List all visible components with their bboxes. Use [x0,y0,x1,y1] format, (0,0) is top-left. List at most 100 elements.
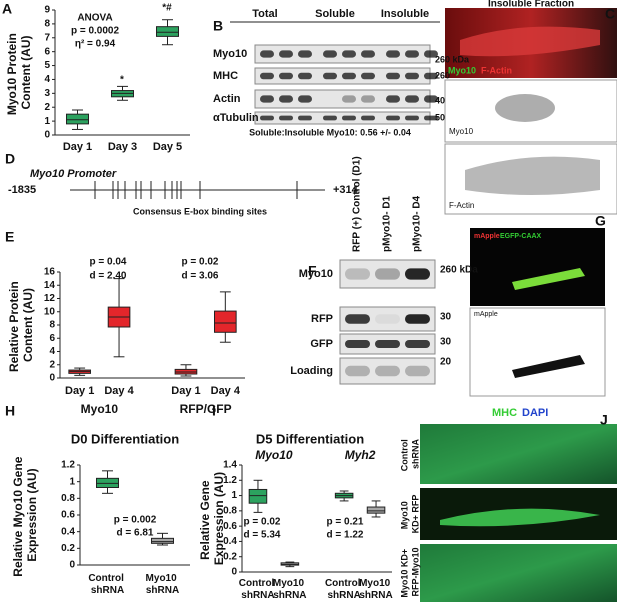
y-tick-label: 0.4 [223,536,237,547]
y-tick-label: 0.4 [61,526,75,537]
y-tick-label: 10 [44,306,56,317]
blot-band [298,95,312,103]
y-tick-label: 0 [231,567,237,578]
text-line: Content (AU) [21,288,35,362]
marker-label: 50 [435,112,445,122]
blot-band [323,50,337,58]
blot-band [279,95,293,103]
x-tick-label: Myo10 shRNA [273,578,307,601]
caption: Soluble:Insoluble Myo10: 0.56 +/- 0.04 [249,127,411,137]
lane-label: Insoluble [381,8,429,20]
panel-letter: F [308,263,317,279]
text-line: shRNA [241,590,274,601]
panel-letter: G [595,213,606,229]
annotation: d = 2.40 [90,271,127,282]
group-label: Myo10 [255,448,293,462]
y-tick-label: 0.8 [61,493,75,504]
panel-letter: C [605,6,615,22]
channel-label: EGFP-CAAX [500,233,542,240]
cell [440,508,600,527]
chart-title: D5 Differentiation [256,431,364,446]
blot-band [405,72,419,80]
y-tick-label: 5 [44,60,50,71]
text-line: RFP-Myo10 [411,547,421,596]
annotation: d = 6.81 [117,528,154,539]
text-line: KD+ RFP [411,495,421,534]
text-line: Myo10 [273,578,307,589]
blot-band [323,115,337,121]
blot-band [279,115,293,121]
annotation: p = 0.0002 [71,26,120,37]
text-line: Expression (AU) [212,472,226,565]
box [366,506,386,514]
blot-band [298,115,312,121]
blot-band [375,340,400,348]
box [248,488,268,504]
blot-band [405,50,419,58]
annotation: p = 0.04 [90,257,127,268]
blot-band [424,115,438,121]
text-line: shRNA [146,585,179,596]
y-tick-label: 3 [44,88,50,99]
blot-band [386,95,400,103]
y-tick-label: 0 [44,130,50,141]
y-tick-label: 16 [44,267,56,278]
panel-letter: D [5,151,15,167]
row-label: GFP [310,338,333,350]
channel-label: F-Actin [481,65,512,75]
group-label: Myo10 [81,402,119,416]
blot-band [405,365,430,377]
x-tick-label: Myo10 shRNA [359,578,393,601]
blot-band [375,268,400,280]
y-axis-label: Relative Gene Expression (AU) [198,472,226,565]
blot-band [405,268,430,280]
cell [460,26,600,57]
cell [495,94,555,122]
promoter-title: Myo10 Promoter [30,168,117,180]
row-label: Myo10 KD+ RFP [400,495,421,534]
blot-band [345,365,370,377]
box [151,537,174,544]
annotation: p = 0.21 [327,517,364,528]
channel-label: mApple [474,233,500,240]
row-label: Myo10 [213,48,247,60]
blot-band [386,72,400,80]
channel-label: DAPI [522,407,548,419]
text-line: Myo10 [400,499,410,530]
blot-band [260,115,274,121]
text-line: Content (AU) [19,36,33,110]
x-tick-label: Day 1 [65,385,94,397]
lane-label: Soluble [315,8,355,20]
panel-letter: E [5,229,14,245]
text-line: Relative Myo10 Gene [11,453,25,576]
y-tick-label: 6 [49,333,55,344]
marker-label: 40 [435,95,445,105]
row-label: Control shRNA [400,437,421,472]
blot-band [361,72,375,80]
y-tick-label: 14 [44,280,56,291]
lane-label: Total [252,8,277,20]
y-axis-label: Relative Myo10 Gene Expression (AU) [11,453,39,576]
blot-band [424,50,438,58]
caption: Consensus E-box binding sites [133,206,267,216]
x-tick-label: Day 3 [108,141,137,153]
channel-label: Myo10 [448,65,476,75]
channel-label: MHC [492,407,517,419]
channel-label: F-Actin [449,201,474,210]
blot-band [386,115,400,121]
blot-band [361,50,375,58]
y-tick-label: 1 [69,476,75,487]
panel-letter: I [212,403,216,419]
x-tick-label: Day 5 [153,141,182,153]
x-tick-label: Day 1 [63,141,92,153]
blot-band [386,50,400,58]
y-tick-label: 9 [44,5,50,16]
marker-label: 260 [435,70,450,80]
box [156,26,179,37]
y-tick-label: 6 [44,46,50,57]
micrograph [470,228,605,306]
blot-band [361,115,375,121]
blot-band [405,95,419,103]
annotation: η² = 0.94 [75,39,116,50]
y-tick-label: 1.2 [223,475,237,486]
